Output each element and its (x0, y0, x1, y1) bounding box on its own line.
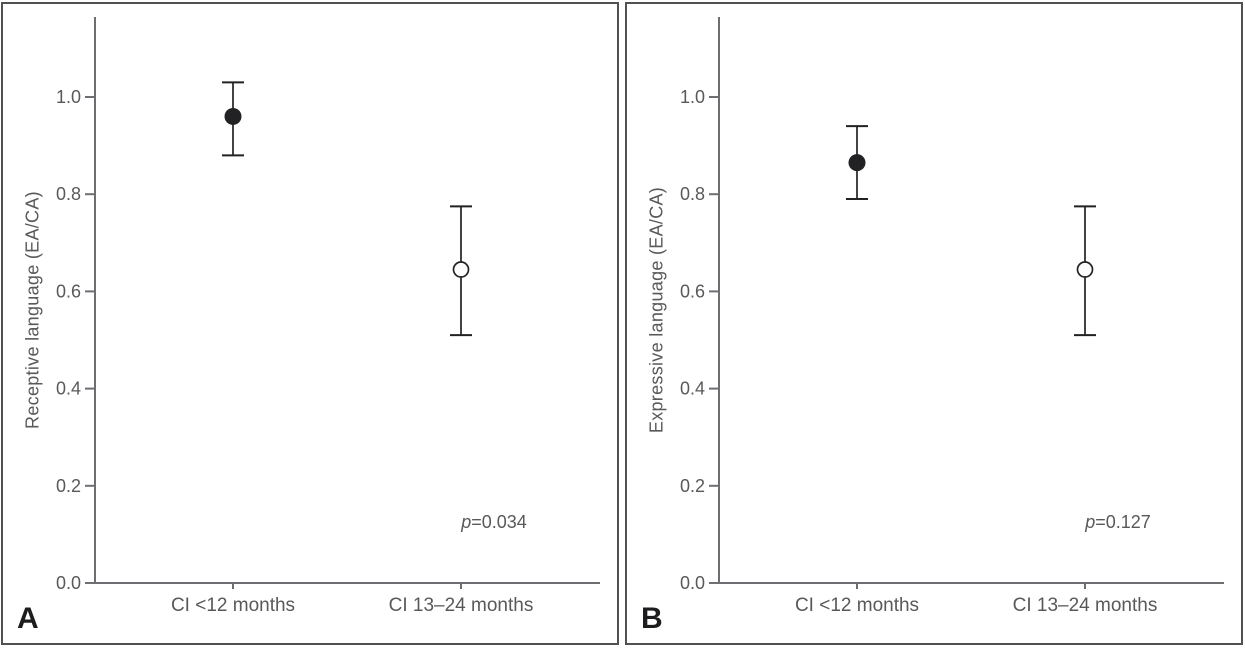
y-tick-label: 0.2 (56, 476, 81, 496)
y-tick-label: 0.2 (680, 476, 705, 496)
y-axis-title-b: Expressive language (EA/CA) (646, 186, 667, 434)
y-tick-label: 0.8 (56, 184, 81, 204)
p-value-text-a: =0.034 (471, 512, 527, 532)
y-tick-label: 0.6 (56, 281, 81, 301)
y-tick-label: 1.0 (56, 87, 81, 107)
y-tick-label: 0.6 (680, 281, 705, 301)
y-tick-label: 0.4 (680, 379, 705, 399)
y-tick-label: 0.0 (56, 573, 81, 593)
panel-label-a: A (17, 602, 39, 635)
y-tick-label: 0.0 (680, 573, 705, 593)
chart-b-canvas: 0.0 0.2 0.4 0.6 0.8 1.0 CI <12 months CI 13–24 … (680, 17, 1224, 616)
chart-a-canvas: 0.0 0.2 0.4 0.6 0.8 1.0 CI <12 months CI 13–24 … (56, 17, 600, 616)
mean-marker-filled-circle (224, 107, 242, 125)
y-tick-label: 0.4 (56, 379, 81, 399)
x-category-label: CI <12 months (171, 595, 295, 616)
mean-marker-open-circle (452, 261, 470, 278)
panel-b: 0.0 0.2 0.4 0.6 0.8 1.0 CI <12 months CI 13–24 … (625, 2, 1243, 645)
x-category-label: CI 13–24 months (389, 595, 534, 616)
x-category-label: CI <12 months (795, 595, 919, 616)
p-value-b: p=0.127 (1085, 512, 1151, 533)
y-tick-label: 1.0 (680, 87, 705, 107)
p-symbol-a: p (461, 512, 472, 532)
p-value-a: p=0.034 (461, 512, 527, 533)
mean-marker-filled-circle (848, 154, 866, 172)
y-axis-title-a: Receptive language (EA/CA) (22, 191, 43, 429)
p-value-text-b: =0.127 (1095, 512, 1151, 532)
x-category-label: CI 13–24 months (1013, 595, 1158, 616)
mean-marker-open-circle (1076, 261, 1094, 278)
panel-label-b: B (641, 602, 663, 635)
p-symbol-b: p (1085, 512, 1096, 532)
y-tick-label: 0.8 (680, 184, 705, 204)
panel-a: 0.0 0.2 0.4 0.6 0.8 1.0 CI <12 months CI 13–24 … (1, 2, 619, 645)
